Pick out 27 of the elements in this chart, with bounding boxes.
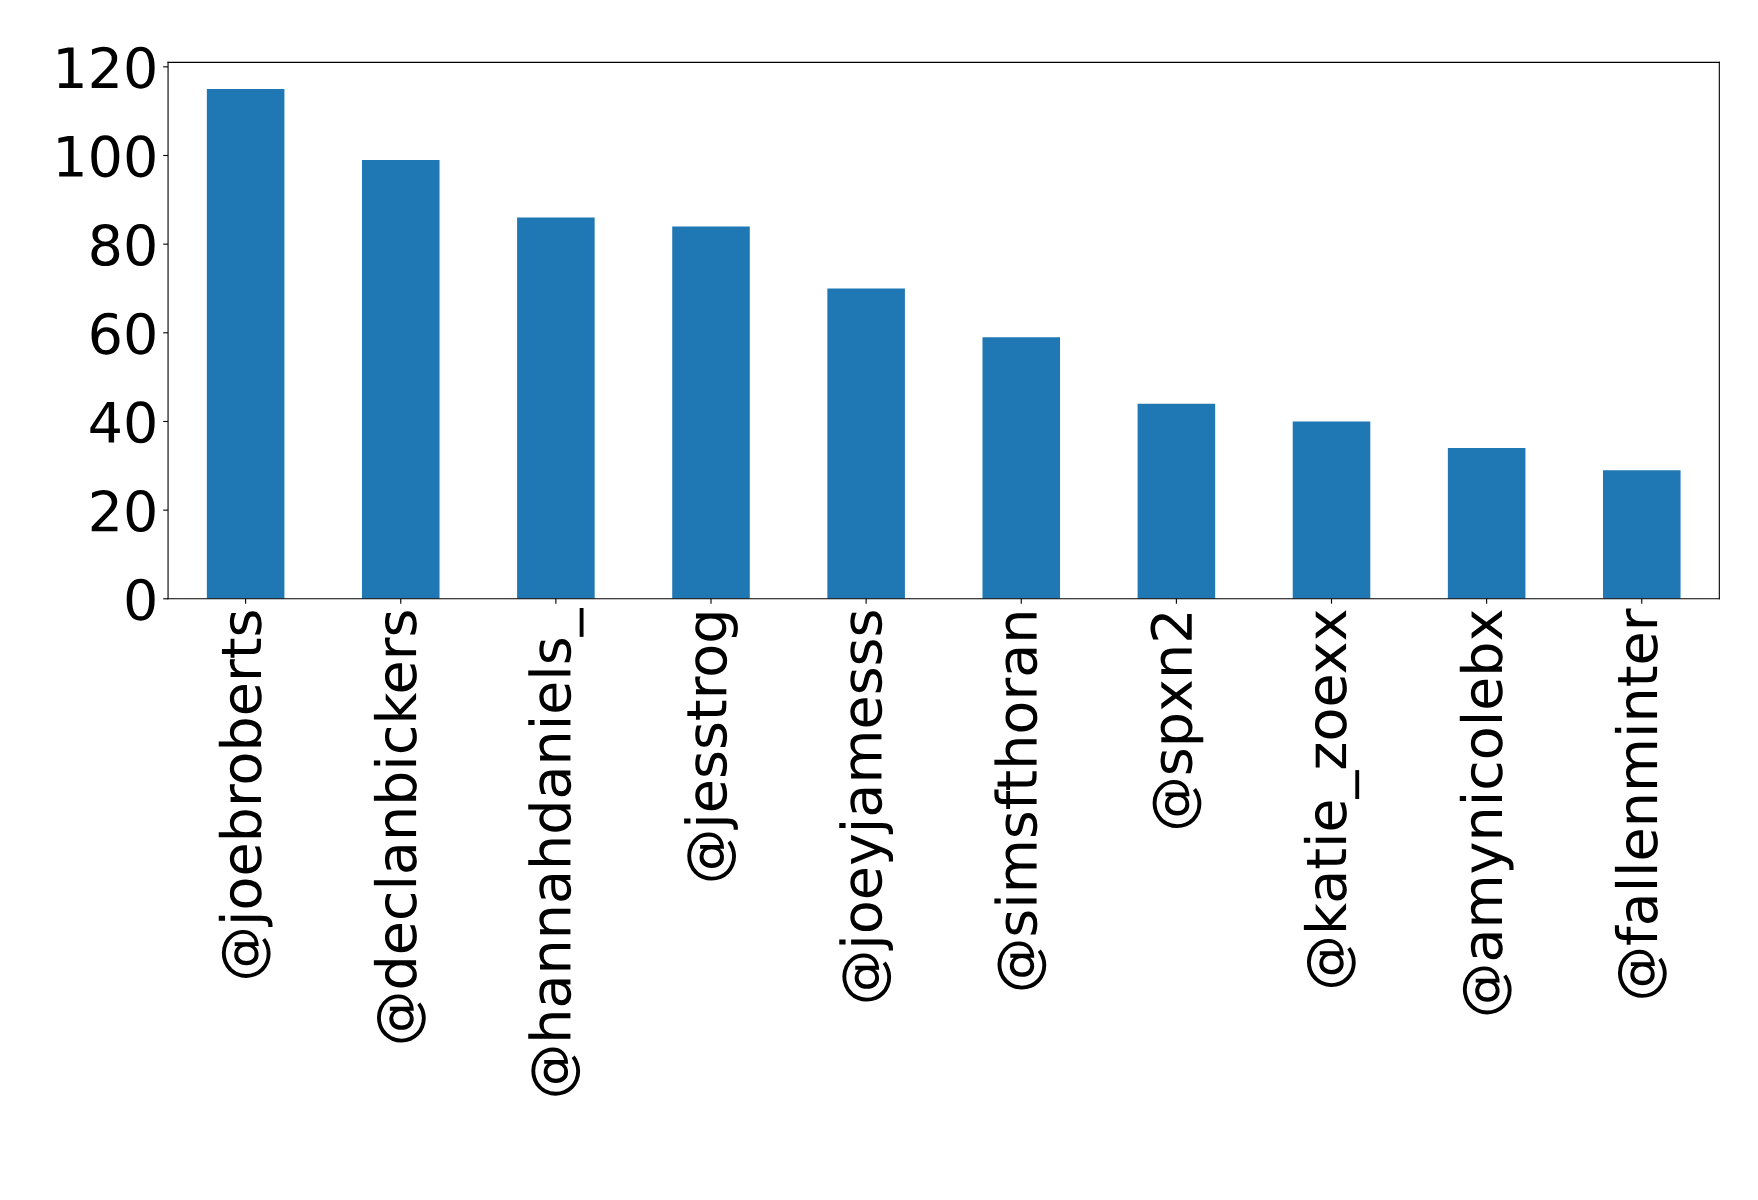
bar [517, 217, 595, 599]
x-tick-label: @joebroberts [218, 611, 273, 978]
y-tick-label: 100 [58, 135, 155, 178]
bar [361, 159, 440, 599]
y-tick-label: 20 [91, 490, 155, 533]
x-tick-label: @amynicolebx [1459, 610, 1514, 1015]
y-tick-label: 80 [91, 224, 155, 267]
x-tick-label: @joeyjamesss [839, 611, 894, 1002]
x-tick-label: @hannahdaniels_ [528, 607, 584, 1096]
y-tick-label: 40 [90, 401, 155, 444]
x-tick-label: @fallenminter [1614, 608, 1667, 998]
bar [1447, 448, 1526, 599]
bar [1292, 421, 1371, 599]
bar [1137, 403, 1216, 599]
x-tick-label: @simsfthoran [994, 613, 1047, 990]
bar [206, 89, 285, 599]
bar [1602, 470, 1681, 599]
bar [827, 288, 905, 599]
x-tick-label: @katie_zoexx [1303, 610, 1360, 987]
x-tick-label: @declanbickers [373, 611, 426, 1043]
y-tick-label: 120 [58, 46, 155, 89]
x-tick-label: @spxn2 [1150, 614, 1204, 829]
y-tick-label: 60 [91, 312, 155, 355]
x-tick-label: @jesstrog [684, 613, 738, 881]
y-tick-label: 0 [126, 578, 155, 621]
bar [982, 337, 1061, 599]
bar [672, 226, 750, 599]
